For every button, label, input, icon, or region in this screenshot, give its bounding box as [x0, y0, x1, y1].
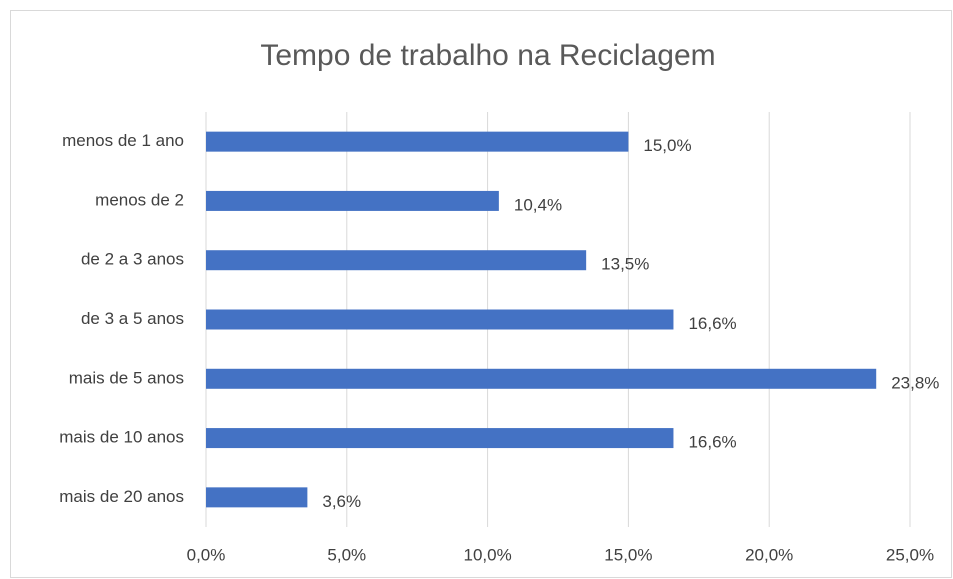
- x-tick-label: 0,0%: [187, 545, 226, 564]
- bar: [206, 428, 674, 449]
- x-tick-label: 15,0%: [604, 545, 652, 564]
- y-tick-label: de 2 a 3 anos: [81, 250, 184, 269]
- x-tick-label: 25,0%: [886, 545, 934, 564]
- data-label: 3,6%: [322, 492, 361, 511]
- chart-border: [10, 10, 952, 578]
- bar: [206, 250, 587, 271]
- x-tick-label: 5,0%: [327, 545, 366, 564]
- chart-title: Tempo de trabalho na Reciclagem: [260, 39, 715, 72]
- data-label: 13,5%: [601, 255, 649, 274]
- data-label: 16,6%: [688, 433, 736, 452]
- y-tick-label: mais de 5 anos: [69, 368, 184, 387]
- bar: [206, 309, 674, 330]
- y-tick-label: de 3 a 5 anos: [81, 309, 184, 328]
- bar: [206, 368, 877, 389]
- y-tick-label: mais de 20 anos: [59, 487, 184, 506]
- data-label: 15,0%: [643, 136, 691, 155]
- bar: [206, 190, 499, 211]
- x-tick-label: 20,0%: [745, 545, 793, 564]
- y-tick-label: menos de 1 ano: [62, 131, 184, 150]
- bar: [206, 131, 629, 152]
- x-tick-label: 10,0%: [463, 545, 511, 564]
- bar: [206, 487, 308, 508]
- data-label: 16,6%: [688, 314, 736, 333]
- y-tick-label: mais de 10 anos: [59, 428, 184, 447]
- data-label: 10,4%: [514, 195, 562, 214]
- y-tick-label: menos de 2: [95, 190, 184, 209]
- data-label: 23,8%: [891, 373, 939, 392]
